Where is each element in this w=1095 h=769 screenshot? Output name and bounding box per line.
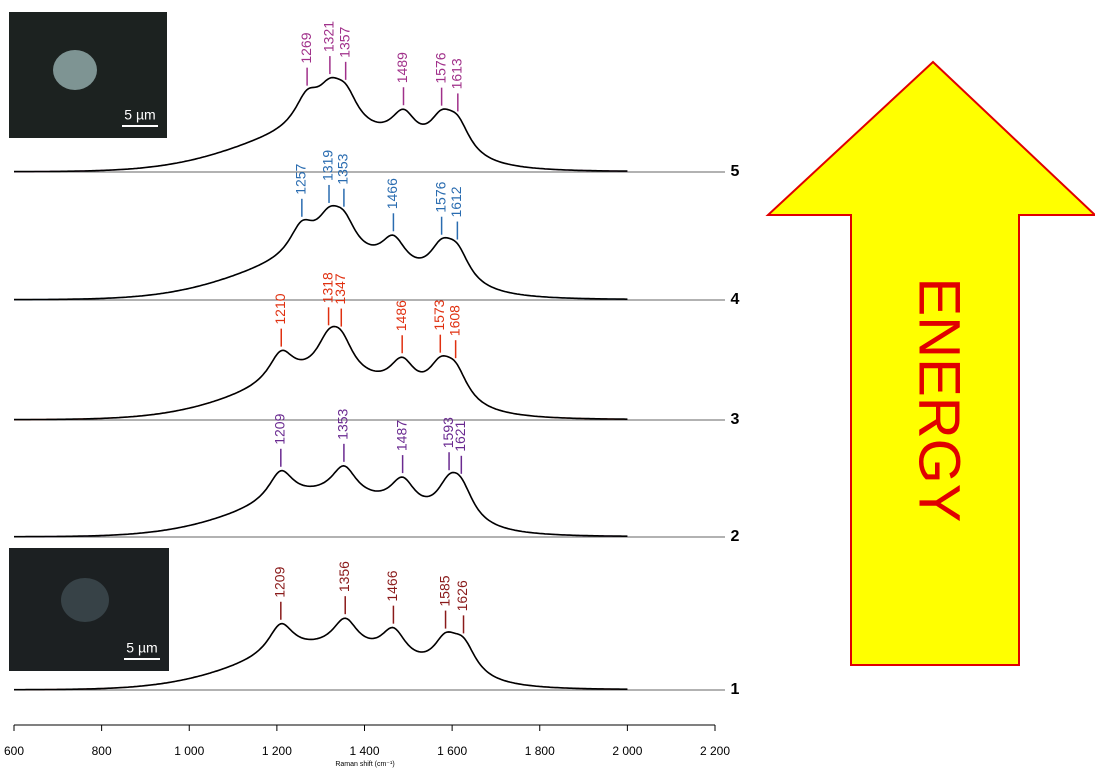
chart: 5 µm 5 µm ENERGY Raman shift (cm⁻¹) 600 8… bbox=[0, 0, 1095, 769]
peak-label: 1585 bbox=[436, 575, 452, 606]
peak-label: 1486 bbox=[393, 300, 409, 331]
inset-particle bbox=[53, 50, 97, 90]
peak-label: 1608 bbox=[446, 305, 462, 336]
peak-label: 1321 bbox=[321, 21, 337, 52]
peak-label: 1210 bbox=[272, 293, 288, 324]
peak-label: 1347 bbox=[332, 273, 348, 304]
peak-label: 1466 bbox=[384, 570, 400, 601]
peak-label: 1357 bbox=[336, 26, 352, 57]
spectrum-fit bbox=[14, 466, 627, 537]
scale-label: 5 µm bbox=[126, 640, 157, 656]
spectrum-label: 4 bbox=[731, 291, 740, 308]
peak-label: 1573 bbox=[431, 299, 447, 330]
x-tick-label: 1 000 bbox=[174, 744, 204, 758]
x-tick-label: 800 bbox=[92, 744, 112, 758]
x-tick-label: 2 000 bbox=[612, 744, 642, 758]
peak-label: 1576 bbox=[432, 181, 448, 212]
peak-label: 1489 bbox=[394, 52, 410, 83]
peak-label: 1487 bbox=[393, 420, 409, 451]
x-tick-label: 1 200 bbox=[262, 744, 292, 758]
x-tick-label: 2 200 bbox=[700, 744, 730, 758]
x-tick-label: 1 600 bbox=[437, 744, 467, 758]
inset-particle bbox=[61, 578, 109, 622]
spectrum-label: 1 bbox=[731, 681, 740, 698]
peak-label: 1612 bbox=[448, 186, 464, 217]
peak-label: 1209 bbox=[272, 566, 288, 597]
peak-label: 1356 bbox=[336, 561, 352, 592]
x-tick-label: 600 bbox=[4, 744, 24, 758]
spectrum-fit bbox=[14, 327, 627, 420]
peak-label: 1269 bbox=[298, 32, 314, 63]
peak-label: 1353 bbox=[335, 153, 351, 184]
spectrum-label: 2 bbox=[731, 528, 740, 545]
page: {"chart_data": { "type": "stacked-spectr… bbox=[0, 0, 1095, 769]
energy-label: ENERGY bbox=[907, 278, 972, 523]
peak-label: 1257 bbox=[293, 163, 309, 194]
peak-label: 1466 bbox=[384, 178, 400, 209]
spectrum-data bbox=[14, 466, 627, 537]
peak-label: 1209 bbox=[272, 413, 288, 444]
x-axis-label: Raman shift (cm⁻¹) bbox=[335, 761, 394, 768]
peak-label: 1353 bbox=[335, 408, 351, 439]
x-tick-label: 1 800 bbox=[525, 744, 555, 758]
peak-label: 1613 bbox=[449, 58, 465, 89]
spectrum-label: 5 bbox=[731, 163, 740, 180]
peak-label: 1319 bbox=[320, 150, 336, 181]
spectrum-label: 3 bbox=[731, 411, 740, 428]
x-tick-label: 1 400 bbox=[349, 744, 379, 758]
peak-label: 1621 bbox=[452, 420, 468, 451]
peak-label: 1626 bbox=[454, 580, 470, 611]
scale-label: 5 µm bbox=[124, 107, 155, 123]
peak-label: 1576 bbox=[432, 52, 448, 83]
